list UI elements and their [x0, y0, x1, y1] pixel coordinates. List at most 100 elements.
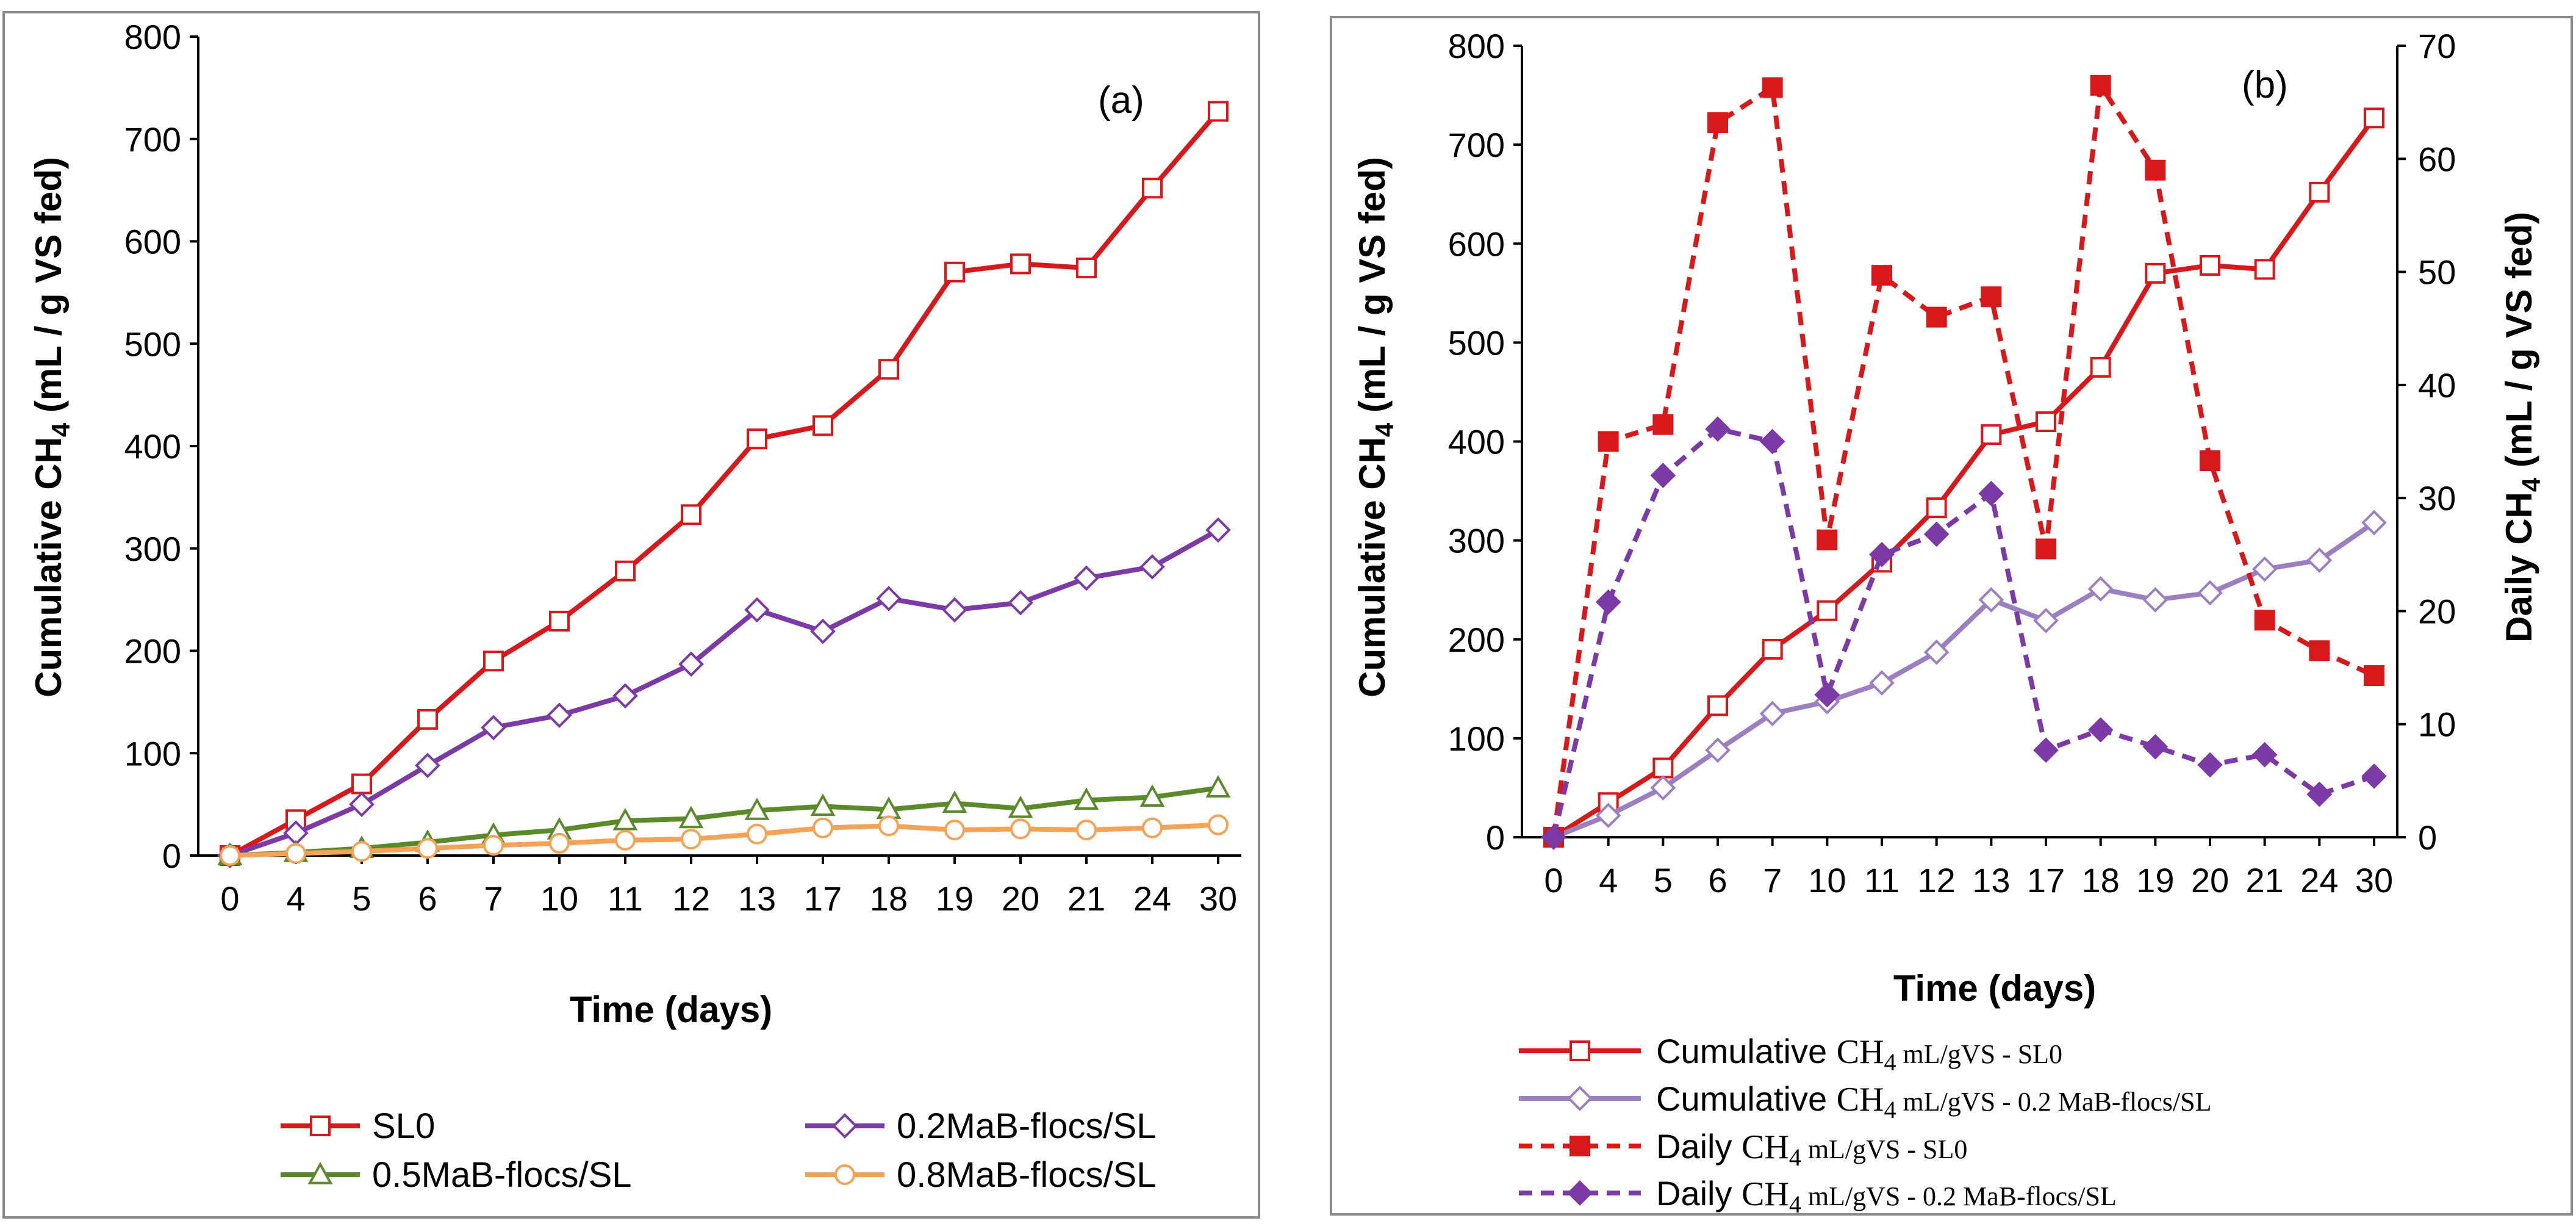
- series-line-1: [229, 528, 1219, 858]
- series-1-point-13: [1074, 565, 1099, 591]
- series-3-point-14: [1142, 817, 1163, 838]
- series-1-point-15: [2361, 510, 2387, 536]
- y-tick-label: 200: [124, 632, 181, 671]
- series-3-point-8: [1978, 480, 2004, 506]
- series-0-point-14: [1142, 178, 1163, 199]
- series-0-point-4: [1762, 638, 1783, 660]
- y2-tick-label: 0: [2418, 818, 2437, 857]
- series-line-0: [1552, 116, 2377, 840]
- panel-a-border: [2, 11, 1260, 1219]
- series-3-point-6: [1869, 541, 1895, 568]
- series-3-point-11: [944, 820, 965, 841]
- series-1-point-2: [1650, 775, 1676, 801]
- y2-tick-label: 10: [2418, 705, 2456, 744]
- series-1-point-6: [612, 683, 638, 709]
- series-1-point-14: [2306, 547, 2333, 573]
- x-tick-label: 5: [1654, 861, 1673, 899]
- series-3-point-12: [1010, 818, 1031, 840]
- legend-b-sub: 4: [1884, 1048, 1896, 1076]
- panel-b-series: [1541, 74, 2387, 850]
- series-2-point-6: [612, 807, 638, 831]
- y2-tick-label: 20: [2418, 592, 2456, 630]
- series-3-point-7: [681, 829, 701, 850]
- series-3-point-10: [2087, 717, 2114, 743]
- series-2-point-9: [2036, 538, 2056, 560]
- series-0-point-8: [1981, 424, 2002, 445]
- y-tick-label: 300: [1448, 522, 1505, 560]
- y-tick-label: 100: [124, 734, 181, 773]
- panel-b-border: [1330, 16, 2573, 1216]
- legend-a-marker-3: [834, 1164, 855, 1185]
- series-3-point-3: [417, 838, 438, 859]
- legend-a-label-3: 0.8MaB-flocs/SL: [897, 1155, 1157, 1195]
- x-tick-label: 24: [2300, 861, 2338, 899]
- panel-b-label: (b): [2242, 64, 2288, 106]
- x-tick-label: 7: [1763, 861, 1782, 899]
- series-3-point-9: [2033, 737, 2059, 763]
- series-1-point-7: [678, 651, 704, 677]
- series-2-point-12: [2200, 450, 2220, 471]
- series-3-point-14: [2306, 781, 2333, 807]
- series-2-point-14: [2309, 640, 2330, 661]
- y-tick-label: 600: [124, 223, 181, 261]
- legend-b-label-2: Daily CH4 mL/gVS - SL0: [1656, 1127, 1967, 1171]
- series-3-point-9: [813, 817, 833, 838]
- series-3-point-13: [1076, 820, 1097, 841]
- series-3-point-11: [2142, 733, 2169, 760]
- series-0-point-2: [1652, 757, 1674, 779]
- legend-b-rest: mL/gVS - SL0: [1801, 1134, 1968, 1164]
- x-tick-label: 21: [1067, 879, 1105, 918]
- series-0-point-9: [813, 415, 833, 436]
- legend-b-sub: 4: [1789, 1191, 1801, 1218]
- series-2-point-5: [1817, 529, 1838, 550]
- y-tick-label: 400: [1448, 423, 1505, 461]
- x-tick-label: 6: [1708, 861, 1727, 899]
- legend-b-rest: mL/gVS - SL0: [1896, 1039, 2062, 1069]
- x-tick-label: 18: [870, 879, 908, 918]
- series-3-point-1: [285, 843, 306, 864]
- series-1-point-8: [1978, 587, 2004, 613]
- y2-tick-label: 40: [2418, 366, 2456, 405]
- x-tick-label: 20: [2191, 861, 2229, 899]
- series-1-point-7: [1923, 639, 1950, 665]
- series-1-point-11: [2142, 587, 2169, 613]
- series-line-0: [229, 109, 1221, 858]
- series-2-point-14: [1139, 784, 1165, 807]
- series-2-point-13: [2254, 610, 2275, 631]
- series-0-point-7: [681, 504, 701, 525]
- series-3-point-13: [2251, 741, 2278, 768]
- series-0-point-12: [2200, 254, 2220, 276]
- series-1-point-10: [2087, 576, 2114, 602]
- panel-a-y-axis-title: Cumulative CH4 (mL / g VS fed): [28, 157, 75, 697]
- x-tick-label: 0: [1544, 861, 1563, 899]
- legend-a-label-2: 0.5MaB-flocs/SL: [372, 1155, 632, 1195]
- series-1-point-13: [2251, 556, 2278, 582]
- x-tick-label: 12: [1918, 861, 1956, 899]
- y-tick-label: 700: [1448, 126, 1505, 164]
- x-tick-label: 10: [540, 879, 578, 918]
- y-tick-label: 0: [162, 837, 181, 875]
- series-2-point-13: [1074, 787, 1099, 810]
- panel-a-x-axis-title: Time (days): [570, 989, 772, 1030]
- x-tick-label: 7: [484, 879, 503, 918]
- series-2-point-9: [810, 793, 836, 816]
- legend-a-label-1: 0.2MaB-flocs/SL: [897, 1106, 1157, 1146]
- x-tick-label: 21: [2246, 861, 2284, 899]
- panel-b-axes: 0100200300400500600700800010203040506070…: [1448, 27, 2456, 899]
- series-3-point-8: [747, 823, 767, 845]
- series-1-point-1: [1595, 802, 1621, 829]
- legend-b-prefix: Cumulative: [1656, 1032, 1837, 1070]
- x-tick-label: 17: [804, 879, 842, 918]
- y2-tick-label: 30: [2418, 479, 2456, 517]
- x-tick-label: 19: [936, 879, 974, 918]
- series-3-point-5: [549, 832, 570, 854]
- legend-b-prefix: Daily: [1656, 1127, 1742, 1166]
- series-3-point-2: [1650, 463, 1676, 488]
- series-3-point-0: [1541, 824, 1566, 850]
- y-tick-label: 200: [1448, 621, 1505, 659]
- x-tick-label: 10: [1808, 861, 1846, 899]
- series-2-point-10: [2090, 74, 2111, 96]
- y2-tick-label: 50: [2418, 253, 2456, 292]
- series-2-point-6: [1871, 265, 1892, 286]
- legend-a-marker-2: [307, 1161, 333, 1184]
